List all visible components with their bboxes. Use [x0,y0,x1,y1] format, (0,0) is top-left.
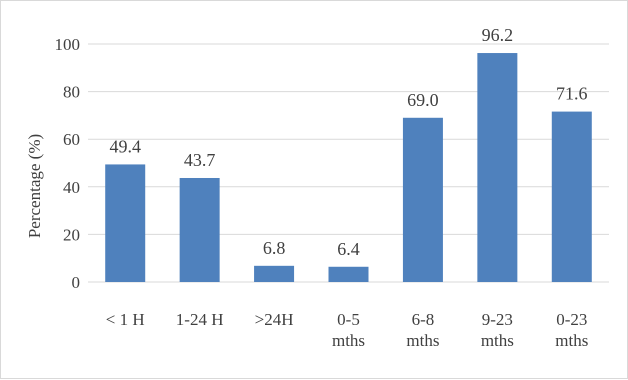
x-category-label: mths [481,331,514,350]
x-category-label: 0-23 [556,310,587,329]
data-label: 6.4 [337,239,360,259]
x-category-label: 0-5 [337,310,360,329]
y-axis-title: Percentage (%) [25,134,44,238]
x-category-label: mths [555,331,588,350]
bar [254,265,295,282]
bar [477,53,518,282]
y-tick-label: 80 [63,83,80,102]
bar [328,266,369,282]
data-label: 69.0 [407,90,439,110]
y-tick-label: 40 [63,178,80,197]
bar [551,111,592,282]
x-category-label: 9-23 [482,310,513,329]
y-tick-label: 20 [63,225,80,244]
bar [179,177,220,282]
data-label: 43.7 [184,150,216,170]
y-tick-label: 0 [72,273,81,292]
y-tick-label: 60 [63,130,80,149]
x-category-label: < 1 H [106,310,145,329]
data-label: 71.6 [556,84,588,104]
x-category-label: 1-24 H [176,310,224,329]
x-category-label: 6-8 [412,310,435,329]
x-category-label: mths [406,331,439,350]
bar [105,164,146,282]
bar [402,117,443,282]
data-label: 96.2 [482,25,514,45]
data-label: 6.8 [263,238,286,258]
y-tick-label: 100 [55,35,81,54]
data-label: 49.4 [109,136,141,156]
x-category-label: mths [332,331,365,350]
x-category-label: >24H [255,310,294,329]
